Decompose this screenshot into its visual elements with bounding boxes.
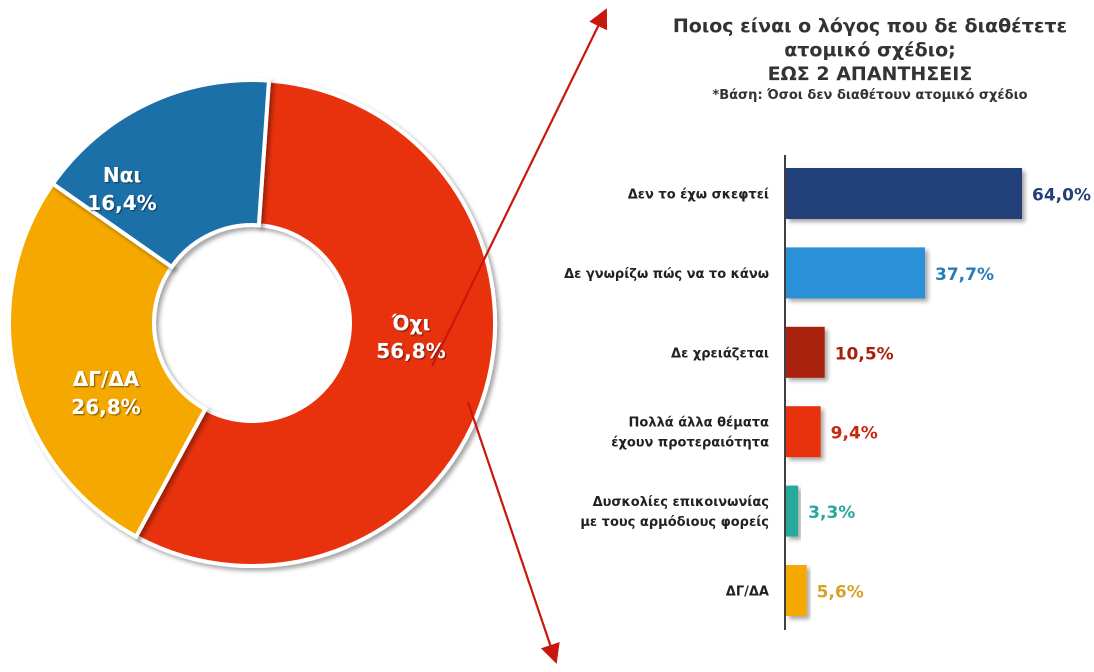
title-line-2: ατομικό σχέδιο; <box>784 39 956 61</box>
donut-slice <box>133 78 497 568</box>
bar <box>786 168 1022 219</box>
donut-slice-label: ΔΓ/ΔΑ <box>73 367 140 391</box>
bar-value-label: 10,5% <box>835 344 894 364</box>
bar-value-label: 37,7% <box>935 265 994 285</box>
bar-value-label: 3,3% <box>808 503 855 523</box>
donut-chart: Όχι 56,8% ΔΓ/ΔΑ 26,8% Ναι 16,4% <box>7 78 497 568</box>
connector-arrows <box>431 8 608 664</box>
bar <box>786 485 799 537</box>
bar-chart: 64,0% Δεν το έχω σκεφτεί 37,7% Δε γνωρίζω π… <box>564 155 1091 630</box>
donut-slice-label: Ναι <box>103 163 141 187</box>
bar <box>786 406 821 458</box>
bar-value-label: 64,0% <box>1032 186 1091 206</box>
bar <box>786 247 926 299</box>
donut-slice-value-label: 56,8% <box>376 339 445 363</box>
base-note: *Βάση: Όσοι δεν διαθέτουν ατομικό σχέδιο <box>712 88 1028 103</box>
bar-category-label: Δεν το έχω σκεφτεί <box>628 188 769 203</box>
bar-category-label: ΔΓ/ΔΑ <box>726 585 769 600</box>
donut-slice-value-label: 16,4% <box>87 191 156 215</box>
donut-slice-label: Όχι <box>391 311 431 335</box>
bar-category-label: Πολλά άλλα θέματα έχουν προτεραιότητα <box>611 416 769 451</box>
donut-slice <box>7 180 208 540</box>
bar-category-label: Δε γνωρίζω πώς να το κάνω <box>564 267 769 282</box>
connector-arrow-down <box>466 401 560 664</box>
bar-category-label: Δε χρειάζεται <box>671 346 769 361</box>
bar <box>786 326 825 378</box>
bar-value-label: 5,6% <box>817 583 864 603</box>
title-line-1: Ποιος είναι ο λόγος που δε διαθέτετε <box>672 15 1068 37</box>
connector-arrow-up <box>431 8 608 367</box>
bar-category-label: Δυσκολίες επικοινωνίας με τους αρμόδιους … <box>580 495 769 530</box>
bar-chart-title: Ποιος είναι ο λόγος που δε διαθέτετε ατο… <box>640 14 1094 106</box>
donut-slice-value-label: 26,8% <box>71 395 140 419</box>
bar <box>786 565 807 616</box>
donut-slice <box>50 78 272 270</box>
bar-value-label: 9,4% <box>831 424 878 444</box>
title-line-3: ΕΩΣ 2 ΑΠΑΝΤΗΣΕΙΣ <box>767 63 973 85</box>
